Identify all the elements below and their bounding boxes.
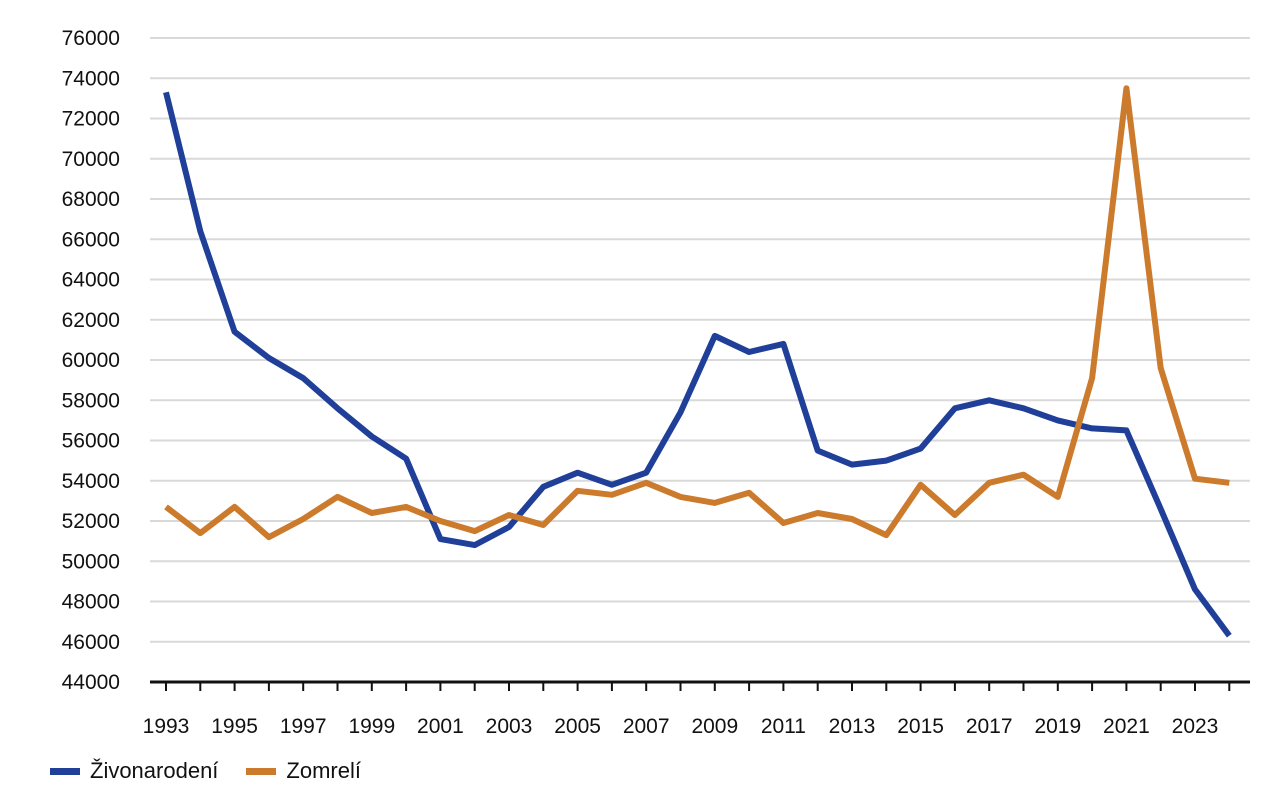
y-tick-label: 72000 xyxy=(62,108,120,131)
legend-item-deaths[interactable]: Zomrelí xyxy=(246,758,361,784)
y-tick-label: 48000 xyxy=(62,591,120,614)
legend-label-deaths: Zomrelí xyxy=(286,758,361,783)
x-tick-label: 1993 xyxy=(143,715,190,738)
legend-label-births: Živonarodení xyxy=(90,758,219,783)
x-axis xyxy=(150,680,1250,691)
y-tick-label: 60000 xyxy=(62,349,120,372)
x-tick-label: 2007 xyxy=(623,715,670,738)
y-tick-label: 74000 xyxy=(62,67,120,90)
y-tick-label: 56000 xyxy=(62,430,120,453)
x-tick-label: 2003 xyxy=(486,715,533,738)
gridlines xyxy=(150,37,1250,643)
x-tick-label: 2013 xyxy=(829,715,876,738)
x-tick-label: 2021 xyxy=(1103,715,1150,738)
y-tick-label: 70000 xyxy=(62,148,120,171)
y-tick-label: 46000 xyxy=(62,631,120,654)
y-tick-label: 50000 xyxy=(62,550,120,573)
y-tick-label: 52000 xyxy=(62,510,120,533)
x-tick-label: 1995 xyxy=(211,715,258,738)
x-tick-label: 2001 xyxy=(417,715,464,738)
x-tick-label: 1999 xyxy=(348,715,395,738)
legend-swatch-deaths xyxy=(246,767,277,775)
x-tick-label: 2023 xyxy=(1172,715,1219,738)
x-tick-label: 2005 xyxy=(554,715,601,738)
y-tick-label: 58000 xyxy=(62,389,120,412)
legend: Živonarodení Zomrelí xyxy=(50,756,361,786)
y-tick-label: 44000 xyxy=(62,671,120,694)
y-tick-label: 64000 xyxy=(62,269,120,292)
y-tick-label: 54000 xyxy=(62,470,120,493)
y-tick-label: 62000 xyxy=(62,309,120,332)
legend-swatch-births xyxy=(50,767,80,775)
y-tick-label: 68000 xyxy=(62,188,120,211)
x-tick-label: 1997 xyxy=(280,715,327,738)
y-tick-label: 76000 xyxy=(62,27,120,50)
series-line-deaths xyxy=(164,85,1230,541)
series-line-births xyxy=(163,91,1232,638)
y-axis-tick-labels: 44000 46000 48000 50000 52000 54000 56000 58000… xyxy=(62,27,120,694)
x-tick-label: 2011 xyxy=(761,715,806,738)
x-tick-label: 2015 xyxy=(897,715,944,738)
x-tick-label: 2017 xyxy=(966,715,1013,738)
y-tick-label: 66000 xyxy=(62,228,120,251)
legend-item-births[interactable]: Živonarodení xyxy=(50,758,218,784)
x-tick-label: 2009 xyxy=(691,715,738,738)
x-tick-label: 2019 xyxy=(1034,715,1081,738)
series-lines xyxy=(163,85,1232,638)
x-axis-tick-labels: 1993 1995 1997 1999 2001 2003 2005 2007 2009 2011… xyxy=(143,715,1219,738)
